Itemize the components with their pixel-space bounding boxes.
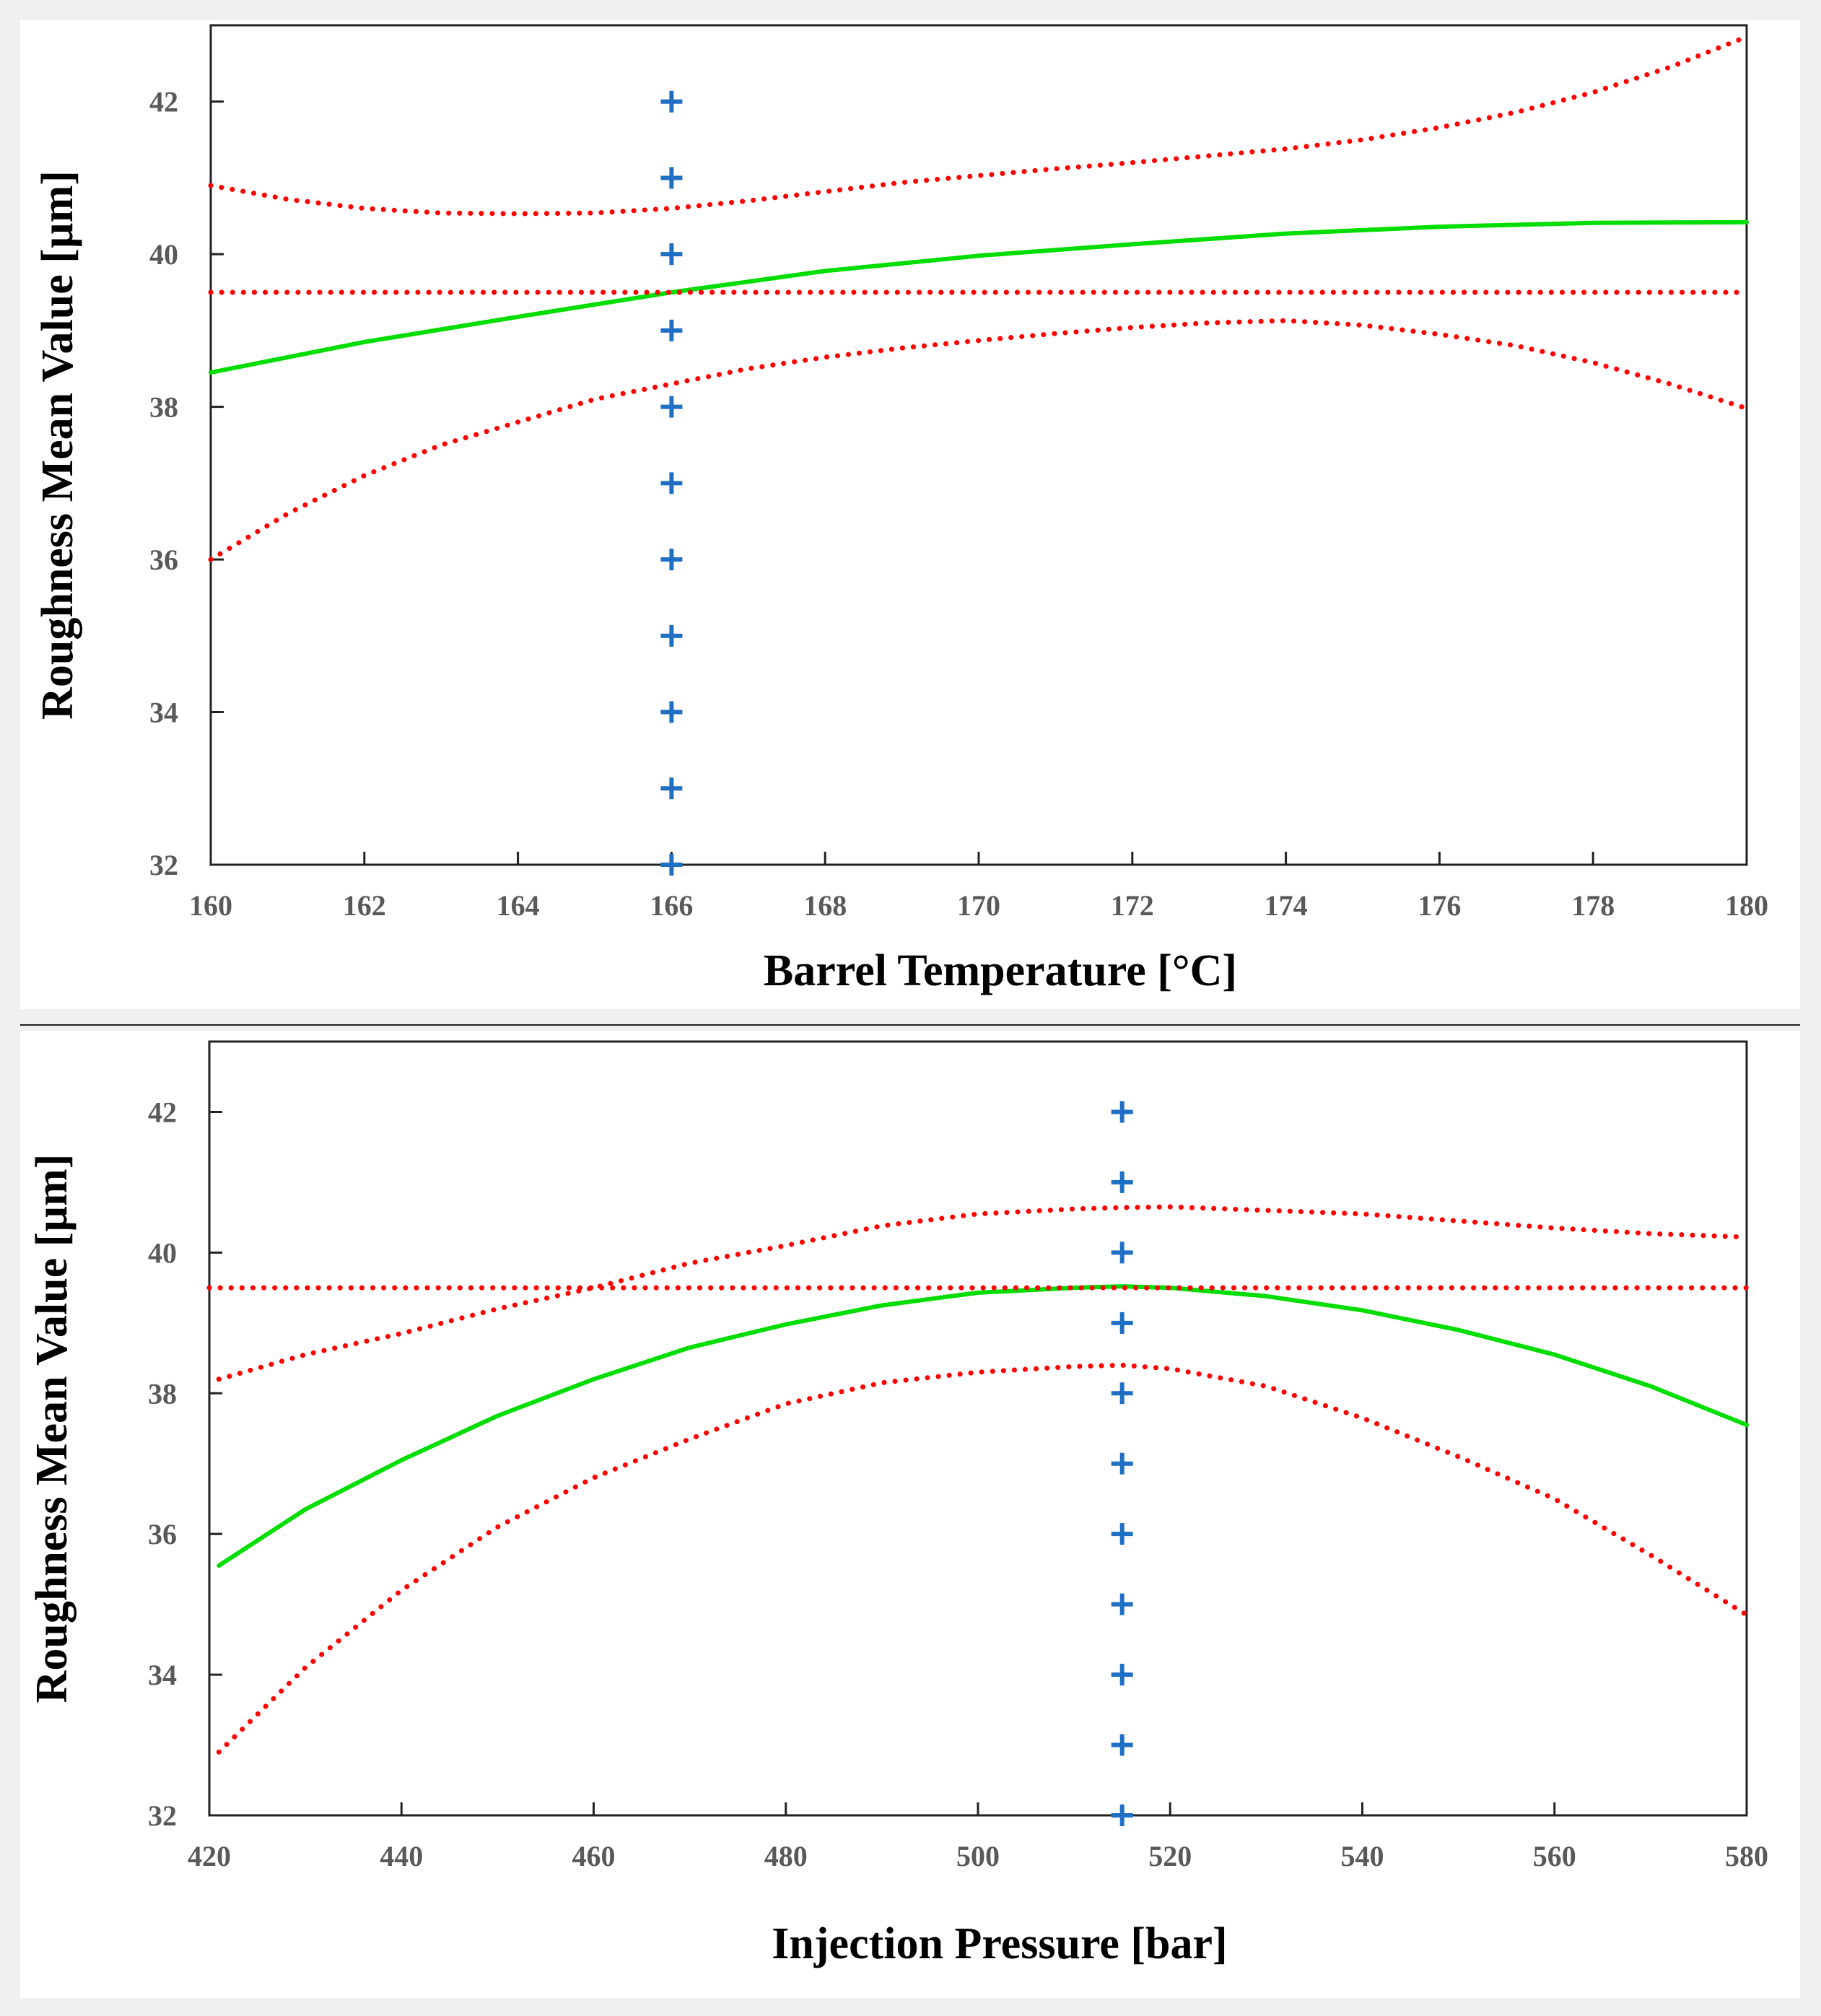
plus-marker: [660, 319, 683, 341]
plus-marker: [1111, 1101, 1133, 1123]
plus-marker: [660, 243, 683, 266]
x-tick-label: 168: [803, 889, 847, 922]
y-tick-label: 36: [148, 1518, 177, 1550]
plus-marker: [1111, 1664, 1133, 1686]
plus-marker: [660, 167, 683, 189]
x-tick-label: 178: [1571, 889, 1615, 922]
x-tick-label: 480: [764, 1840, 808, 1872]
y-tick-label: 40: [148, 1236, 177, 1269]
y-tick-label: 32: [149, 849, 178, 881]
plus-marker: [660, 472, 683, 494]
plus-marker: [660, 777, 683, 800]
plot-area-frame: [209, 24, 1748, 866]
plus-marker: [660, 624, 683, 647]
y-tick-label: 38: [148, 1377, 177, 1410]
plus-marker: [1111, 1805, 1133, 1826]
confidence-bound-line: [208, 318, 1750, 562]
y-tick-label: 40: [149, 238, 178, 271]
y-tick-label: 32: [148, 1799, 177, 1832]
y-tick-label: 36: [149, 544, 178, 576]
chart-panel-top: [20, 20, 1800, 1009]
y-tick-label: 34: [148, 1659, 177, 1691]
plus-marker: [1111, 1734, 1133, 1756]
plus-marker: [660, 549, 683, 571]
x-tick-label: 176: [1418, 889, 1461, 922]
plus-marker: [660, 701, 683, 723]
x-tick-label: 580: [1725, 1840, 1768, 1872]
y-tick-label: 38: [149, 391, 178, 424]
x-tick-label: 420: [188, 1840, 231, 1872]
plus-marker: [1111, 1312, 1133, 1334]
y-tick-label: 42: [149, 86, 178, 118]
plus-marker: [1111, 1452, 1133, 1475]
chart-panel-bottom: [20, 1031, 1800, 1998]
x-tick-label: 560: [1533, 1840, 1576, 1872]
x-tick-label: 160: [189, 889, 232, 922]
plus-marker: [660, 396, 683, 418]
x-tick-label: 170: [957, 889, 1000, 922]
confidence-bound-line: [216, 1362, 1750, 1755]
y-tick-label: 34: [149, 697, 178, 729]
x-tick-label: 180: [1725, 889, 1768, 922]
x-tick-label: 162: [343, 889, 386, 922]
y-axis-title: Roughness Mean Value [µm]: [27, 1154, 77, 1703]
chart-2: 420 440 460 480 500 520 540 560 580 32 34 36 38 40 42 I…: [27, 1040, 1768, 1968]
plus-marker: [1111, 1523, 1133, 1545]
plot-area-frame: [208, 1040, 1748, 1817]
plus-marker: [1111, 1382, 1133, 1405]
x-axis-title: Barrel Temperature [°C]: [764, 946, 1237, 995]
plus-marker: [1111, 1171, 1133, 1193]
x-tick-label: 166: [650, 889, 693, 922]
x-axis-title: Injection Pressure [bar]: [772, 1919, 1227, 1968]
plus-marker: [660, 854, 683, 876]
confidence-bound-line: [216, 1204, 1750, 1382]
x-tick-label: 500: [956, 1840, 1000, 1872]
plus-marker: [1111, 1242, 1133, 1264]
x-tick-label: 540: [1341, 1840, 1384, 1872]
x-tick-label: 460: [572, 1840, 616, 1872]
y-tick-label: 42: [148, 1096, 177, 1128]
fitted-mean-line: [217, 1284, 1749, 1568]
plus-marker: [660, 90, 683, 113]
chart-1: 160 162 164 166 168 170 172 174 176 178 180 32 34 36 3…: [33, 24, 1768, 995]
confidence-bound-line: [208, 34, 1750, 217]
x-tick-label: 174: [1265, 889, 1308, 922]
plus-marker: [1111, 1593, 1133, 1615]
x-tick-label: 440: [380, 1840, 423, 1872]
y-axis-title: Roughness Mean Value [µm]: [33, 170, 82, 720]
x-tick-label: 164: [497, 889, 540, 922]
x-tick-label: 520: [1148, 1840, 1192, 1872]
x-tick-label: 172: [1111, 889, 1154, 922]
fitted-mean-line: [209, 219, 1749, 375]
